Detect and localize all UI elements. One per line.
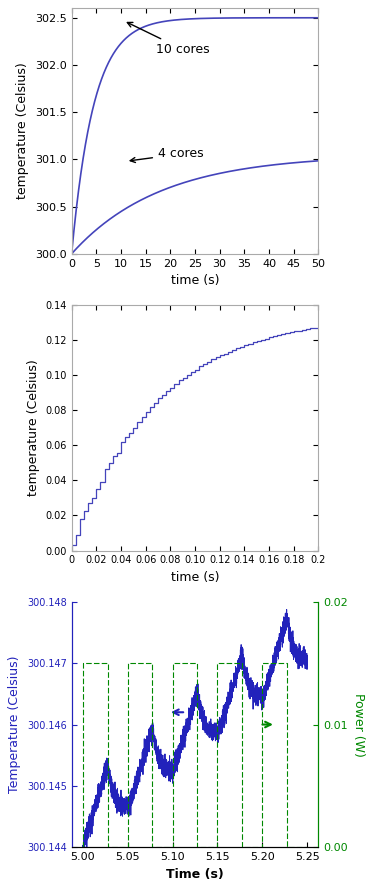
X-axis label: Time (s): Time (s) xyxy=(166,868,224,881)
X-axis label: time (s): time (s) xyxy=(171,571,219,584)
Y-axis label: Power (W): Power (W) xyxy=(352,693,365,757)
X-axis label: time (s): time (s) xyxy=(171,274,219,287)
Y-axis label: Temperature (Celsius): Temperature (Celsius) xyxy=(8,656,21,793)
Text: 10 cores: 10 cores xyxy=(127,22,209,56)
Y-axis label: temperature (Celsius): temperature (Celsius) xyxy=(27,359,40,496)
Y-axis label: temperature (Celsius): temperature (Celsius) xyxy=(16,63,29,199)
Text: 4 cores: 4 cores xyxy=(130,148,204,163)
